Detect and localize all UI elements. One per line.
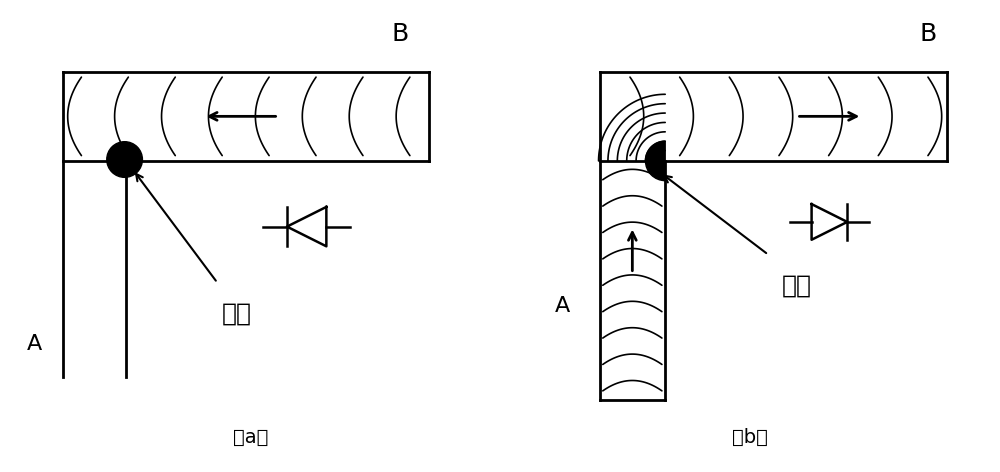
Text: B: B <box>392 22 409 46</box>
Text: A: A <box>27 334 42 354</box>
Text: 死区: 死区 <box>221 302 251 326</box>
Text: A: A <box>554 296 570 316</box>
Text: B: B <box>919 22 937 46</box>
Text: （b）: （b） <box>732 428 768 447</box>
Wedge shape <box>645 141 665 181</box>
Text: 死区: 死区 <box>782 274 812 297</box>
Text: （a）: （a） <box>233 428 268 447</box>
Circle shape <box>107 142 142 177</box>
